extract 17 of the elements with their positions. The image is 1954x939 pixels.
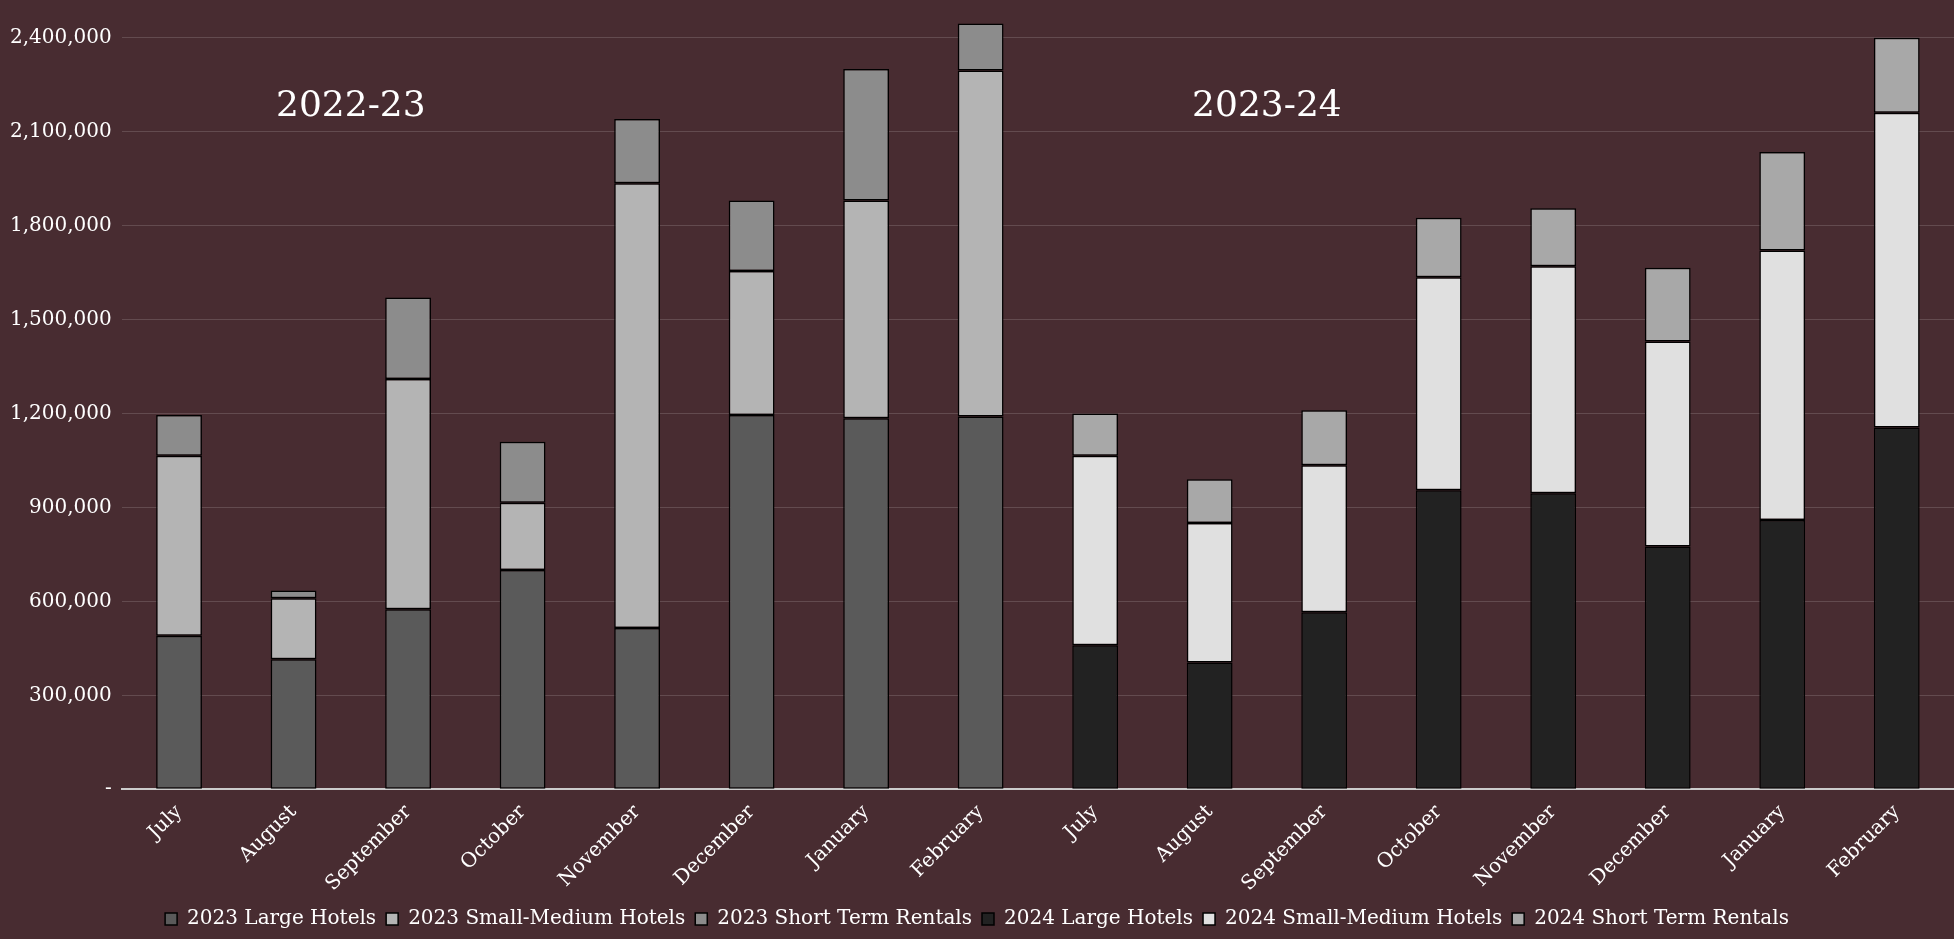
y-tick-label: 300,000 [29, 681, 112, 706]
legend-label: 2024 Small-Medium Hotels [1225, 905, 1503, 930]
legend-label: 2024 Large Hotels [1004, 905, 1194, 930]
legend-label: 2024 Short Term Rentals [1534, 905, 1789, 930]
y-tick-label: 2,100,000 [9, 117, 112, 142]
legend-label: 2023 Large Hotels [187, 905, 377, 930]
y-tick-label: 900,000 [29, 493, 112, 518]
y-tick-label: 600,000 [29, 587, 112, 612]
y-tick-label: - [105, 775, 112, 800]
y-tick-label: 2,400,000 [9, 23, 112, 48]
y-tick-label: 1,200,000 [9, 399, 112, 424]
annotation: 2023-24 [1192, 83, 1342, 125]
y-tick-label: 1,800,000 [9, 211, 112, 236]
annotation: 2022-23 [276, 83, 426, 125]
legend-label: 2023 Short Term Rentals [717, 905, 973, 930]
legend-label: 2023 Small-Medium Hotels [408, 905, 686, 930]
y-tick-label: 1,500,000 [9, 305, 112, 330]
